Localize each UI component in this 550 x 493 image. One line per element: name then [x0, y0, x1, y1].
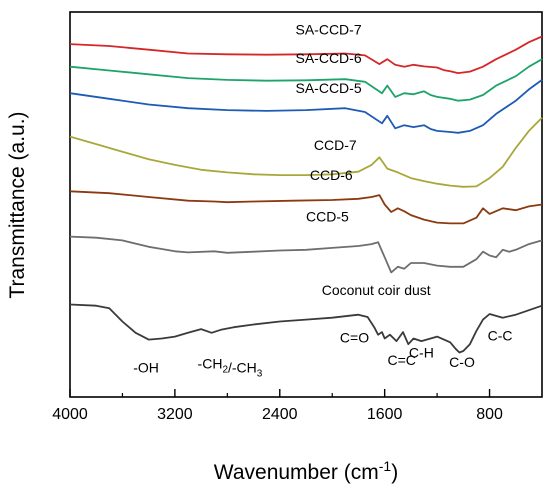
x-tick-label: 4000: [52, 406, 88, 423]
x-tick-label: 1600: [367, 406, 403, 423]
series-label: Coconut coir dust: [322, 282, 431, 298]
series-label-group: SA-CCD-7 SA-CCD-6 SA-CCD-5 CCD-7 CCD-6 CCD-5 C…: [296, 22, 431, 298]
series-group: [69, 35, 543, 354]
series-line-sa-ccd-5: [69, 79, 543, 134]
series-line-ccd-5: [69, 235, 543, 274]
series-label: CCD-6: [310, 167, 353, 183]
series-line-coconut-coir-dust: [69, 303, 543, 354]
x-tick-label: 2400: [262, 406, 298, 423]
x-tick-label: 800: [476, 406, 503, 423]
peak-annotation: -OH: [133, 359, 159, 375]
series-line-ccd-6: [69, 190, 543, 225]
x-tick-label: 3200: [157, 406, 193, 423]
series-label: SA-CCD-5: [296, 80, 362, 96]
peak-annotation: -CH2/-CH3: [198, 356, 263, 380]
series-line-sa-ccd-7: [69, 35, 543, 74]
x-axis-label: Wavenumber (cm-1): [214, 458, 398, 484]
peak-annotation: C-H: [409, 344, 434, 360]
series-label: CCD-7: [314, 137, 357, 153]
series-line-ccd-7: [69, 117, 543, 188]
series-label: SA-CCD-7: [296, 22, 362, 38]
series-line-sa-ccd-6: [69, 58, 543, 102]
peak-annotation: C-O: [449, 354, 475, 370]
y-axis-label: Transmittance (a.u.): [6, 111, 29, 298]
peak-annotation: C=C: [388, 352, 416, 368]
plot-frame: [69, 11, 543, 398]
annotation-group: -OH -CH2/-CH3 C=O C=CC-H C-O C-C: [133, 327, 512, 379]
peak-annotation: C-C: [488, 327, 513, 343]
series-label: SA-CCD-6: [296, 50, 362, 66]
series-label: CCD-5: [306, 208, 349, 224]
x-axis-ticks: 4000 3200 2400 1600 800: [52, 389, 503, 423]
peak-annotation: C=O: [340, 329, 369, 345]
